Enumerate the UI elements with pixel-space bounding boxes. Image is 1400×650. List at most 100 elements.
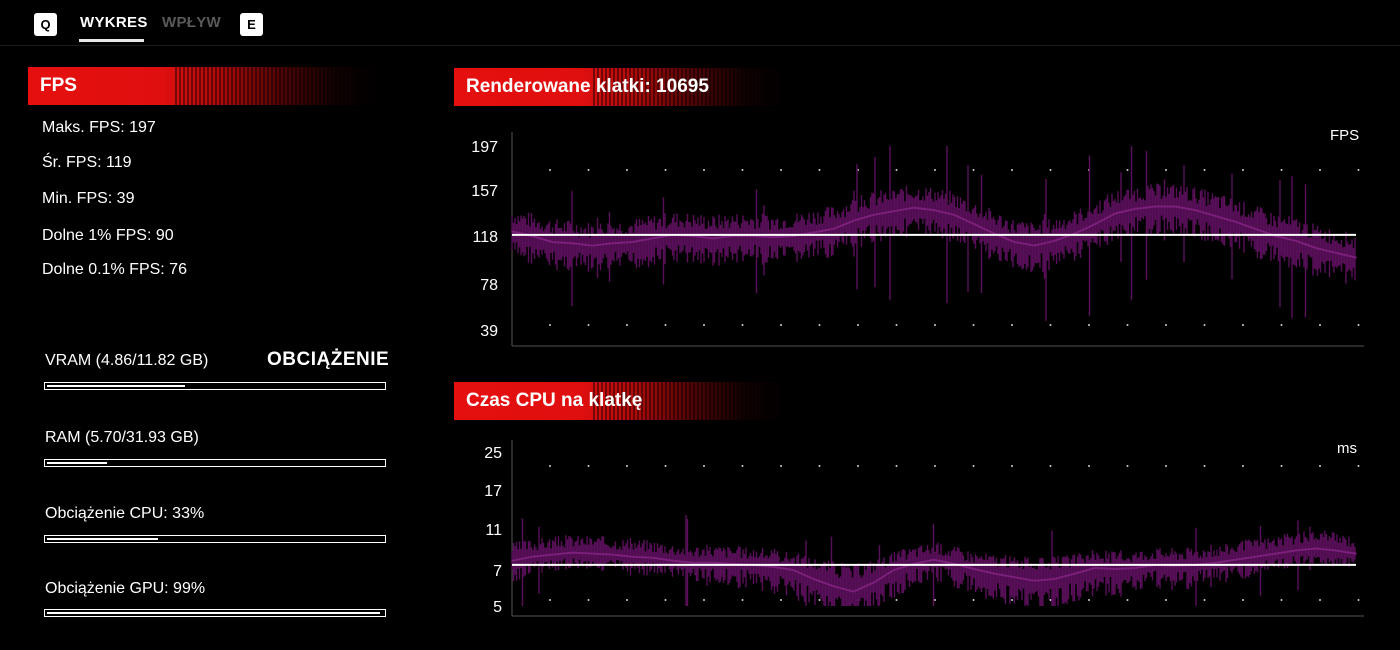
data-point [792,569,795,571]
grid-dot [549,169,551,171]
grid-dot [1165,599,1167,601]
top-bar: Q WYKRES WPŁYW E [0,0,1400,46]
grid-dot [818,324,821,326]
y-tick-label: 7 [493,563,502,580]
grid-dot [587,169,590,171]
data-point [832,585,835,587]
grid-dot [741,465,744,467]
fps-unit-label: FPS [1330,127,1360,144]
data-point [591,244,594,247]
data-point [692,562,694,564]
data-point [511,230,513,233]
grid-dot [626,465,628,467]
data-point [852,219,855,222]
grid-dot [818,169,821,171]
data-point [1154,205,1156,208]
tab-wykres[interactable]: WYKRES [80,14,148,31]
cpu-time-title: Czas CPU na klatkę [466,390,643,411]
grid-dot [703,465,705,467]
data-point [1013,576,1016,578]
data-point [511,559,513,562]
data-point [872,581,875,584]
data-point [1013,241,1016,243]
grid-dot [587,599,590,601]
data-point [1033,580,1036,582]
grid-dot [1088,465,1090,467]
data-point [993,572,996,575]
vram-bar-fill [47,385,185,387]
gpu-load-bar-fill [47,612,380,614]
grid-dot [1280,599,1283,601]
vram-label: VRAM (4.86/11.82 GB) [45,352,209,369]
data-point [1355,256,1357,259]
ram-bar-fill [47,462,107,464]
grid-dot [1319,169,1321,171]
fps-panel-header: FPS [28,67,378,105]
active-tab-indicator [79,39,144,42]
grid-dot [895,599,898,601]
grid-dot [857,465,859,467]
grid-dot [1165,324,1167,326]
grid-dot [1049,324,1052,326]
data-point [1315,547,1317,550]
data-point [1134,208,1136,210]
tab-wplyw[interactable]: WPŁYW [162,14,221,31]
grid-dot [1280,169,1283,171]
data-point [772,566,775,568]
data-point [772,236,775,238]
e-key-hint[interactable]: E [240,13,263,36]
data-point [1114,568,1116,570]
data-point [571,242,574,244]
grid-dot [818,465,821,467]
data-point [973,223,975,226]
grid-dot [1088,599,1090,601]
data-point [1254,555,1257,558]
data-point [1234,221,1237,223]
grid-dot [1126,324,1129,326]
data-point [812,231,815,234]
data-point [651,237,654,240]
grid-dot [1203,324,1206,326]
ram-label: RAM (5.70/31.93 GB) [45,429,199,446]
cpu-time-header: Czas CPU na klatkę [454,382,784,420]
grid-dot [664,324,667,326]
grid-dot [780,599,782,601]
grid-dot [664,599,667,601]
grid-dot [818,599,821,601]
series-noise-band [511,146,1356,321]
grid-dot [1049,465,1052,467]
data-point [1194,209,1197,211]
grid-dot [895,169,898,171]
y-tick-label: 157 [471,183,498,200]
gpu-load-bar [44,609,386,617]
min-fps-stat: Min. FPS: 39 [42,190,135,207]
data-point [1134,567,1136,569]
data-point [1254,228,1257,230]
grid-dot [1203,599,1206,601]
data-point [1093,223,1096,226]
grid-dot [1357,324,1360,326]
data-point [571,551,574,554]
grid-dot [1049,169,1052,171]
data-point [611,242,614,244]
grid-dot [1049,599,1052,601]
grid-dot [1319,599,1321,601]
ram-bar [44,459,386,467]
y-tick-label: 78 [480,277,498,294]
fps-chart: 197 157 118 78 39 [471,132,1364,347]
cpu-load-label: Obciążenie CPU: 33% [45,505,205,522]
grid-dot [703,599,705,601]
data-point [872,213,875,216]
y-tick-label: 17 [484,483,502,500]
max-fps-stat: Maks. FPS: 197 [42,119,156,136]
grid-dot [626,169,628,171]
grid-dot [1088,324,1090,326]
grid-dot [972,599,975,601]
data-point [1274,552,1277,555]
q-key-hint[interactable]: Q [34,13,57,36]
grid-dot [780,169,782,171]
grid-dot [780,324,782,326]
grid-dot [703,169,705,171]
data-point [933,558,935,561]
